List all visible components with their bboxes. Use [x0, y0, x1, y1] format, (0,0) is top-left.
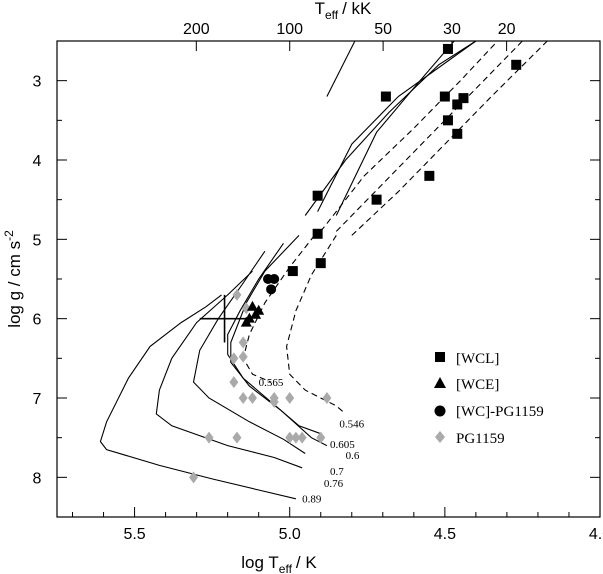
wcl-point [442, 115, 453, 126]
pg1159-point [238, 336, 248, 349]
wce-point [250, 308, 262, 319]
top-tick-label: 50 [374, 21, 392, 38]
legend: [WCL] [WCE] [WC]-PG1159 PG1159 [434, 351, 544, 447]
pg1159-point [241, 302, 251, 315]
wcl-point [439, 91, 450, 102]
pg1159-point [232, 431, 242, 444]
track-upper-line [326, 40, 356, 97]
pg1159-point [238, 350, 248, 363]
track-mass-label: 0.76 [324, 478, 344, 490]
track-mass-label: 0.546 [339, 418, 364, 430]
y-axis-title: log g / cm s-2 [2, 230, 24, 328]
wc-pg1159-point [269, 274, 280, 284]
top-axis-title: Teff / kK [315, 0, 372, 22]
pg1159-point [238, 392, 248, 404]
pg1159-point [297, 431, 307, 444]
wcl-point [312, 190, 323, 201]
wcl-point [380, 91, 391, 102]
pg1159-point [232, 288, 242, 301]
legend-diamond-icon [435, 431, 445, 443]
track-upper-line [320, 40, 499, 232]
wcl-point [424, 170, 435, 181]
top-tick-label: 200 [183, 21, 210, 38]
track-line [227, 242, 321, 435]
data-markers [189, 43, 522, 484]
axis-ticks: 5.5 5.0 4.5 4.0 3 4 5 6 7 8 200 100 50 30 20 [33, 21, 603, 543]
track-mass-label: 0.605 [330, 439, 355, 451]
wcl-point [452, 99, 463, 110]
legend-label-wc-pg1159: [WC]-PG1159 [456, 404, 544, 420]
x-tick-label: 4.0 [589, 526, 603, 543]
pg1159-point [285, 431, 295, 444]
track-line [286, 235, 346, 415]
y-tick-label: 4 [33, 153, 42, 170]
pg1159-point [269, 395, 279, 408]
y-tick-label: 5 [33, 232, 42, 249]
pg1159-point [229, 352, 239, 365]
wcl-point [458, 93, 469, 104]
pg1159-point [291, 431, 301, 444]
wcl-point [312, 228, 323, 239]
x-tick-label: 4.5 [434, 526, 456, 543]
pg1159-point [316, 431, 326, 444]
track-mass-label: 0.6 [346, 450, 360, 462]
track-line [99, 294, 297, 500]
y-tick-label: 7 [33, 391, 42, 408]
legend-circle-icon [434, 405, 446, 417]
track-upper-line [335, 40, 523, 232]
legend-square-icon [435, 352, 445, 362]
track-upper-line [335, 40, 455, 216]
wcl-point [442, 43, 453, 54]
track-mass-label: 0.89 [302, 494, 322, 506]
y-tick-label: 8 [33, 470, 42, 487]
pg1159-point [229, 376, 239, 389]
evolution-tracks [99, 40, 548, 500]
wcl-point [287, 266, 298, 277]
legend-label-pg1159: PG1159 [456, 431, 505, 447]
wcl-point [452, 128, 463, 139]
track-line [155, 270, 303, 469]
track-line [230, 235, 328, 447]
legend-label-wce: [WCE] [456, 377, 499, 393]
wcl-point [315, 258, 326, 269]
x-tick-label: 5.0 [279, 526, 301, 543]
error-bar [199, 294, 250, 343]
track-upper-line [304, 40, 477, 216]
x-tick-label: 5.5 [123, 526, 145, 543]
track-line [192, 250, 306, 454]
legend-triangle-icon [434, 377, 446, 388]
y-tick-label: 3 [33, 74, 42, 91]
wce-point [240, 316, 252, 327]
wce-point [246, 300, 258, 311]
pg1159-point [322, 392, 332, 404]
x-axis-title: log Teff / K [241, 553, 317, 574]
pg1159-point [285, 392, 295, 404]
pg1159-point [189, 471, 199, 484]
wc-pg1159-point [266, 284, 277, 295]
y-tick-label: 6 [33, 312, 42, 329]
wcl-point [371, 194, 382, 205]
track-mass-label: 0.565 [259, 377, 284, 389]
track-labels: 0.890.760.70.60.605 0.565 0.546 [259, 377, 365, 506]
legend-label-wcl: [WCL] [456, 351, 499, 367]
pg1159-point [247, 392, 257, 404]
plot-frame [56, 40, 601, 518]
wcl-point [511, 59, 522, 70]
track-upper-line [351, 40, 548, 236]
track-upper-line [317, 40, 477, 212]
pg1159-point [204, 431, 214, 444]
top-tick-label: 30 [443, 21, 461, 38]
top-tick-label: 100 [276, 21, 303, 38]
track-mass-label: 0.7 [330, 466, 344, 478]
top-tick-label: 20 [498, 21, 516, 38]
